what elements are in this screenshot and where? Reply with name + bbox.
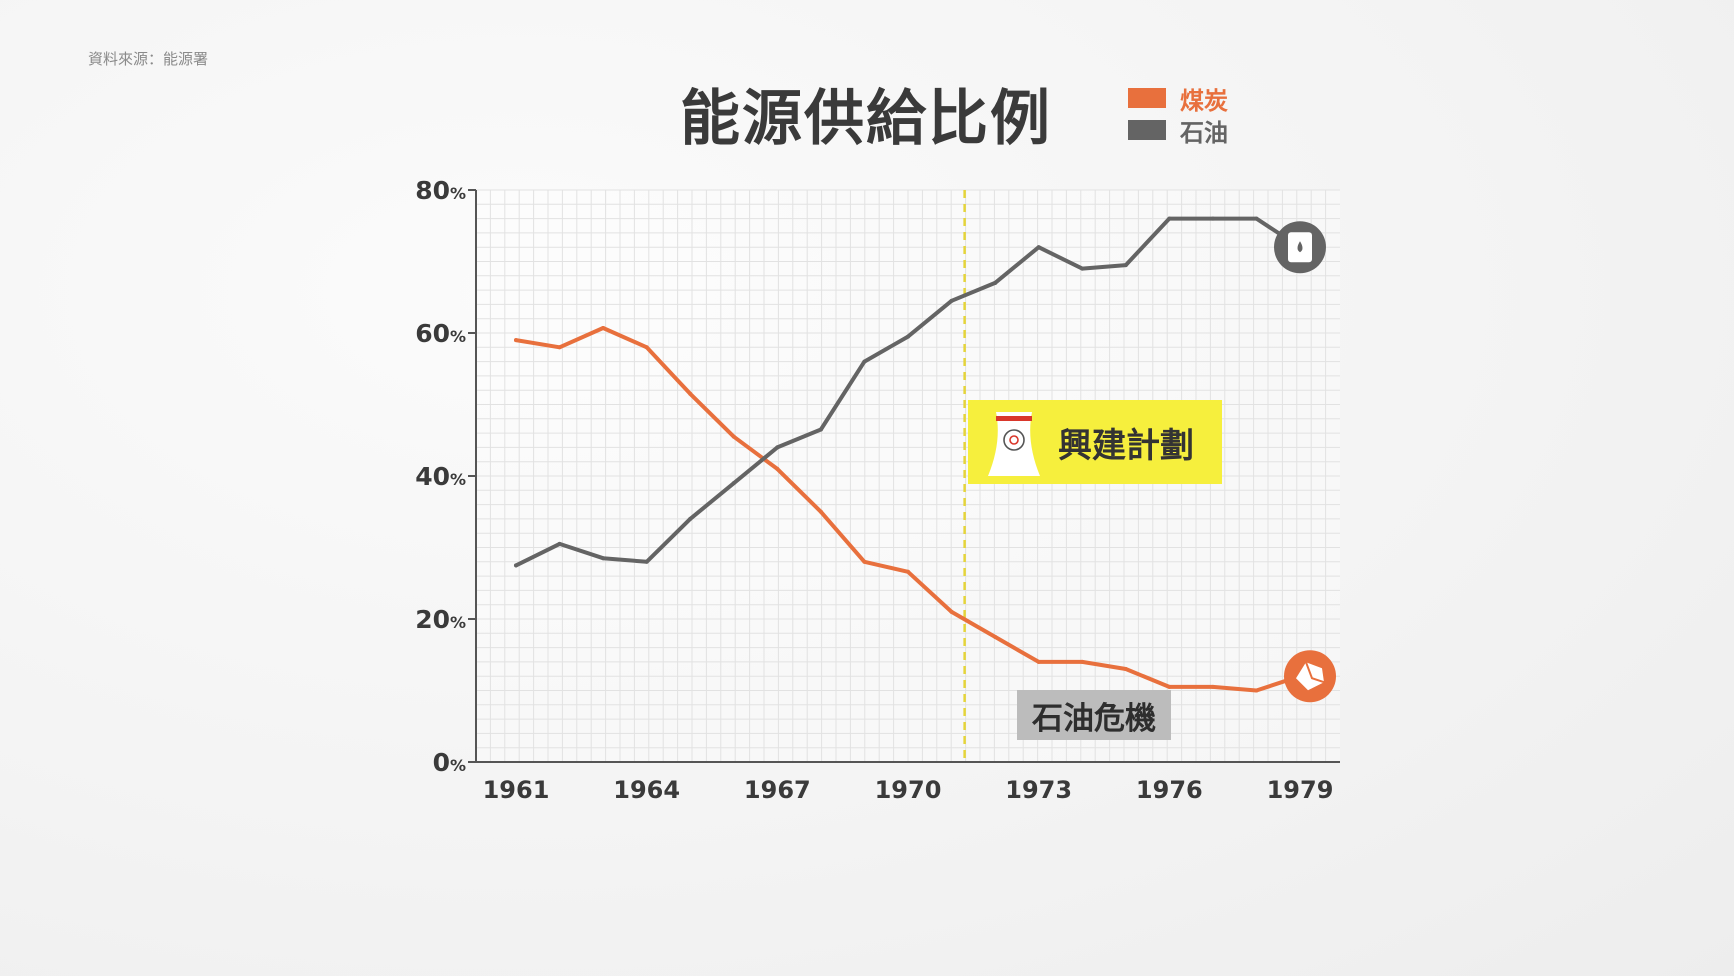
x-tick-label: 1973 bbox=[1005, 776, 1072, 804]
data-point-oil bbox=[1080, 266, 1085, 271]
x-tick-label: 1979 bbox=[1267, 776, 1334, 804]
y-tick-unit: % bbox=[450, 756, 466, 775]
coal-rock-icon bbox=[1296, 662, 1324, 691]
data-point-coal bbox=[862, 559, 867, 564]
legend: 煤炭 石油 bbox=[1128, 82, 1228, 147]
data-point-oil bbox=[906, 334, 910, 339]
data-point-coal bbox=[818, 509, 823, 514]
data-point-oil bbox=[1036, 245, 1041, 250]
legend-item-coal: 煤炭 bbox=[1128, 82, 1228, 115]
y-tick-label: 40 bbox=[415, 462, 450, 491]
data-point-coal bbox=[1254, 688, 1259, 693]
legend-label-oil: 石油 bbox=[1180, 118, 1228, 147]
legend-swatch-coal bbox=[1128, 88, 1166, 108]
y-tick-label: 60 bbox=[415, 319, 450, 348]
data-point-coal bbox=[1036, 659, 1041, 664]
source-note: 資料來源：能源署 bbox=[88, 50, 209, 68]
construction-plan-label: 興建計劃 bbox=[1058, 425, 1194, 466]
x-tick-label: 1967 bbox=[744, 776, 811, 804]
cooling-tower-icon bbox=[988, 412, 1040, 476]
x-tick-label: 1970 bbox=[875, 776, 942, 804]
data-point-coal bbox=[993, 634, 998, 639]
data-point-coal bbox=[688, 391, 693, 396]
y-tick-label: 80 bbox=[415, 176, 450, 205]
data-point-coal bbox=[731, 434, 736, 439]
oil-crisis-label: 石油危機 bbox=[1032, 700, 1156, 737]
data-point-coal bbox=[1210, 684, 1215, 689]
data-point-oil bbox=[993, 280, 998, 285]
oil-drop-icon bbox=[1297, 241, 1303, 253]
data-point-coal bbox=[949, 609, 954, 614]
data-point-oil bbox=[644, 559, 649, 564]
construction-plan-callout: 興建計劃 bbox=[968, 400, 1222, 484]
y-tick-unit: % bbox=[450, 470, 466, 489]
y-tick-label: 0 bbox=[433, 748, 450, 777]
data-point-oil bbox=[731, 481, 736, 486]
y-tick-unit: % bbox=[450, 327, 466, 346]
data-point-oil bbox=[818, 427, 823, 432]
data-point-oil bbox=[601, 556, 606, 561]
coal-rock-facet bbox=[1305, 661, 1325, 684]
x-tick-label: 1961 bbox=[483, 776, 550, 804]
data-point-coal bbox=[557, 345, 562, 350]
data-point-oil bbox=[775, 445, 780, 450]
data-point-oil bbox=[1210, 216, 1215, 221]
x-tick-label: 1976 bbox=[1136, 776, 1203, 804]
data-point-coal bbox=[644, 345, 649, 350]
legend-swatch-oil bbox=[1128, 120, 1166, 140]
data-point-coal bbox=[906, 569, 910, 574]
data-point-coal bbox=[1167, 684, 1172, 689]
y-tick-label: 20 bbox=[415, 605, 450, 634]
legend-item-oil: 石油 bbox=[1128, 114, 1228, 147]
oil-crisis-callout: 石油危機 bbox=[1017, 690, 1171, 740]
data-point-coal bbox=[514, 338, 518, 343]
y-tick-unit: % bbox=[450, 184, 466, 203]
data-point-oil bbox=[688, 516, 693, 521]
data-point-oil bbox=[1254, 216, 1259, 221]
data-point-coal bbox=[1080, 659, 1085, 664]
data-point-oil bbox=[1123, 263, 1128, 268]
data-point-coal bbox=[601, 325, 606, 330]
data-point-coal bbox=[775, 466, 780, 471]
data-point-oil bbox=[862, 359, 867, 364]
y-tick-unit: % bbox=[450, 613, 466, 632]
data-point-coal bbox=[1123, 667, 1128, 672]
legend-label-coal: 煤炭 bbox=[1180, 86, 1228, 115]
data-point-oil bbox=[949, 298, 954, 303]
x-tick-label: 1964 bbox=[613, 776, 680, 804]
chart-title: 能源供給比例 bbox=[680, 84, 1052, 154]
data-point-oil bbox=[557, 541, 562, 546]
data-point-oil bbox=[514, 563, 518, 568]
data-point-oil bbox=[1167, 216, 1172, 221]
